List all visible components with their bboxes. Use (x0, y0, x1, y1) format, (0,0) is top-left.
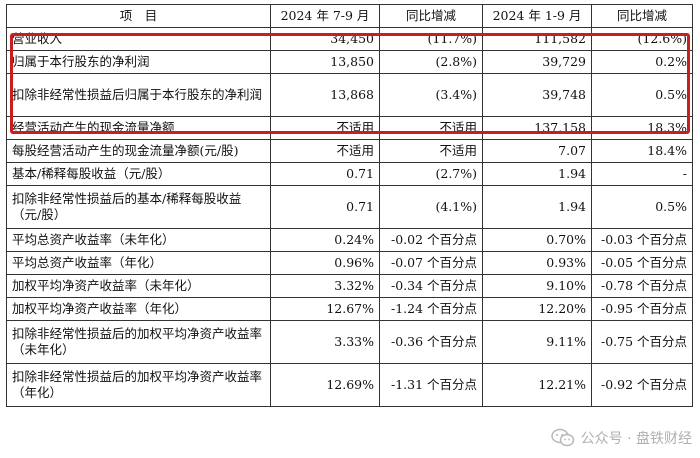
cell-q3: 0.71 (270, 185, 380, 229)
cell-q3: 3.33% (270, 320, 380, 364)
cell-ytd: 0.93% (482, 251, 592, 275)
row-label: 扣除非经常性损益后的加权平均净资产收益率（年化） (6, 363, 271, 407)
cell-q3-yoy: -0.07 个百分点 (379, 251, 483, 275)
cell-q3: 不适用 (270, 116, 380, 140)
cell-q3: 13,868 (270, 73, 380, 117)
cell-q3-yoy: (3.4%) (379, 73, 483, 117)
row-label: 扣除非经常性损益后的基本/稀释每股收益（元/股） (6, 185, 271, 229)
cell-q3-yoy: 不适用 (379, 116, 483, 140)
cell-ytd: 39,729 (482, 50, 592, 74)
cell-q3: 34,450 (270, 27, 380, 51)
row-label: 平均总资产收益率（年化） (6, 251, 271, 275)
cell-ytd: 137,158 (482, 116, 592, 140)
table-row: 平均总资产收益率（年化） 0.96% -0.07 个百分点 0.93% -0.0… (6, 251, 693, 275)
cell-q3-yoy: (2.7%) (379, 162, 483, 186)
row-label: 扣除非经常性损益后归属于本行股东的净利润 (6, 73, 271, 117)
table-header-row: 项 目 2024 年 7-9 月 同比增减 2024 年 1-9 月 同比增减 (6, 4, 693, 28)
table-row: 扣除非经常性损益后归属于本行股东的净利润 13,868 (3.4%) 39,74… (6, 73, 693, 117)
cell-q3: 不适用 (270, 139, 380, 163)
cell-q3: 0.24% (270, 228, 380, 252)
row-label: 加权平均净资产收益率（未年化） (6, 274, 271, 298)
cell-ytd-yoy: 18.3% (591, 116, 693, 140)
table-row: 经营活动产生的现金流量净额 不适用 不适用 137,158 18.3% (6, 116, 693, 140)
watermark: 公众号 · 盘铁财经 (550, 428, 692, 448)
cell-ytd-yoy: (12.6%) (591, 27, 693, 51)
table-row: 平均总资产收益率（未年化） 0.24% -0.02 个百分点 0.70% -0.… (6, 228, 693, 252)
table-row: 扣除非经常性损益后的基本/稀释每股收益（元/股） 0.71 (4.1%) 1.9… (6, 185, 693, 229)
row-label: 经营活动产生的现金流量净额 (6, 116, 271, 140)
header-q3-yoy: 同比增减 (379, 4, 483, 28)
header-ytd-yoy: 同比增减 (591, 4, 693, 28)
cell-ytd: 12.20% (482, 297, 592, 321)
row-label: 营业收入 (6, 27, 271, 51)
cell-ytd: 1.94 (482, 162, 592, 186)
cell-ytd-yoy: -0.78 个百分点 (591, 274, 693, 298)
cell-q3: 0.96% (270, 251, 380, 275)
cell-q3-yoy: -0.36 个百分点 (379, 320, 483, 364)
header-q3: 2024 年 7-9 月 (270, 4, 380, 28)
table-row: 归属于本行股东的净利润 13,850 (2.8%) 39,729 0.2% (6, 50, 693, 74)
cell-q3-yoy: -0.02 个百分点 (379, 228, 483, 252)
row-label: 扣除非经常性损益后的加权平均净资产收益率（未年化） (6, 320, 271, 364)
cell-ytd: 0.70% (482, 228, 592, 252)
cell-q3-yoy: (4.1%) (379, 185, 483, 229)
table-row: 扣除非经常性损益后的加权平均净资产收益率（年化） 12.69% -1.31 个百… (6, 363, 693, 407)
cell-q3: 12.69% (270, 363, 380, 407)
cell-q3-yoy: -1.31 个百分点 (379, 363, 483, 407)
wechat-icon (550, 428, 574, 447)
cell-q3: 3.32% (270, 274, 380, 298)
cell-ytd: 39,748 (482, 73, 592, 117)
table-row: 扣除非经常性损益后的加权平均净资产收益率（未年化） 3.33% -0.36 个百… (6, 320, 693, 364)
header-ytd: 2024 年 1-9 月 (482, 4, 592, 28)
cell-ytd-yoy: 0.2% (591, 50, 693, 74)
cell-ytd-yoy: -0.95 个百分点 (591, 297, 693, 321)
table-row: 每股经营活动产生的现金流量净额(元/股) 不适用 不适用 7.07 18.4% (6, 139, 693, 163)
cell-ytd-yoy: -0.05 个百分点 (591, 251, 693, 275)
cell-q3: 13,850 (270, 50, 380, 74)
cell-ytd-yoy: 0.5% (591, 185, 693, 229)
cell-ytd: 12.21% (482, 363, 592, 407)
cell-ytd-yoy: -0.03 个百分点 (591, 228, 693, 252)
cell-ytd-yoy: -0.75 个百分点 (591, 320, 693, 364)
table-row: 营业收入 34,450 (11.7%) 111,582 (12.6%) (6, 27, 693, 51)
cell-ytd-yoy: 18.4% (591, 139, 693, 163)
cell-ytd: 9.10% (482, 274, 592, 298)
table-row: 基本/稀释每股收益（元/股） 0.71 (2.7%) 1.94 - (6, 162, 693, 186)
cell-q3-yoy: -1.24 个百分点 (379, 297, 483, 321)
financial-indicators-table: 项 目 2024 年 7-9 月 同比增减 2024 年 1-9 月 同比增减 … (6, 4, 693, 407)
cell-q3-yoy: -0.34 个百分点 (379, 274, 483, 298)
cell-ytd: 111,582 (482, 27, 592, 51)
table-row: 加权平均净资产收益率（未年化） 3.32% -0.34 个百分点 9.10% -… (6, 274, 693, 298)
cell-q3-yoy: (2.8%) (379, 50, 483, 74)
cell-q3-yoy: 不适用 (379, 139, 483, 163)
cell-ytd-yoy: -0.92 个百分点 (591, 363, 693, 407)
row-label: 归属于本行股东的净利润 (6, 50, 271, 74)
cell-ytd: 1.94 (482, 185, 592, 229)
cell-ytd: 7.07 (482, 139, 592, 163)
row-label: 基本/稀释每股收益（元/股） (6, 162, 271, 186)
cell-q3-yoy: (11.7%) (379, 27, 483, 51)
row-label: 每股经营活动产生的现金流量净额(元/股) (6, 139, 271, 163)
cell-q3: 0.71 (270, 162, 380, 186)
cell-q3: 12.67% (270, 297, 380, 321)
row-label: 平均总资产收益率（未年化） (6, 228, 271, 252)
cell-ytd-yoy: 0.5% (591, 73, 693, 117)
watermark-text: 公众号 · 盘铁财经 (580, 431, 692, 447)
row-label: 加权平均净资产收益率（年化） (6, 297, 271, 321)
cell-ytd-yoy: - (591, 162, 693, 186)
table-row: 加权平均净资产收益率（年化） 12.67% -1.24 个百分点 12.20% … (6, 297, 693, 321)
cell-ytd: 9.11% (482, 320, 592, 364)
header-item: 项 目 (6, 4, 271, 28)
